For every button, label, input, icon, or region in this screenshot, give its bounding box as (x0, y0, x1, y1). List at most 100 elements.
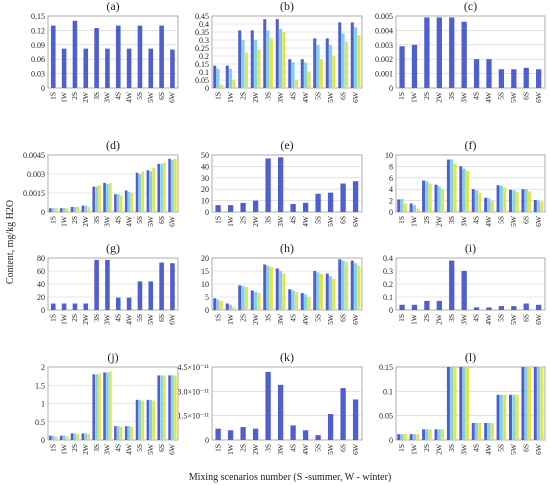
panel-a-y-tick-label: 0.06 (31, 55, 45, 64)
panel-h-bar-6W-blue (350, 260, 354, 310)
panel-d-title: (d) (106, 138, 120, 152)
panel-j-y-tick-label: 1 (41, 400, 45, 409)
panel-g-bar-5W-blue (148, 281, 154, 310)
panel-e-bar-2W-blue (252, 200, 259, 212)
panel-j-bar-1W-blue (59, 435, 63, 440)
panel-d-bar-1W-yellow (65, 208, 69, 212)
panel-b-x-tick-label: 5W (326, 91, 335, 103)
panel-a-bar-5S-blue (137, 25, 143, 89)
panel-d-bar-5W-blue (146, 170, 150, 212)
panel-f-x-tick-label: 5W (509, 215, 518, 227)
panel-a-y-tick-label: 0.09 (31, 41, 45, 50)
panel-c-bar-5S-blue (498, 69, 505, 88)
panel-j-bar-1W-cyan (62, 435, 66, 440)
panel-e-y-tick-label: 30 (201, 174, 209, 183)
panel-f-bar-6W-cyan (537, 200, 541, 212)
panel-d-bar-5S-blue (135, 172, 139, 212)
panel-h-x-tick-label: 4S (288, 314, 297, 322)
panel-g-title: (g) (106, 241, 120, 255)
panel-g-y-tick-label: 60 (37, 267, 45, 276)
panel-l-bar-3W-yellow (465, 367, 469, 440)
panel-d-x-tick-label: 5S (135, 216, 144, 224)
panel-d-x-tick-label: 5W (146, 215, 155, 227)
panel-l-y-tick-label: 0.05 (379, 412, 393, 421)
panel-b-bar-1W-cyan (229, 68, 233, 88)
panel-h-bar-2S-cyan (241, 286, 245, 310)
panel-c-y-tick-label: 0.004 (375, 26, 393, 35)
panel-l-bar-1W-blue (409, 434, 413, 440)
panel-i-title: (i) (465, 241, 476, 255)
panel-l-bar-6W-blue (533, 367, 537, 440)
panel-d-x-tick-label: 3W (103, 215, 112, 227)
panel-h-bar-2W-yellow (257, 293, 261, 310)
panel-a-y-tick-label: 0.03 (31, 70, 45, 79)
panel-h-bar-5W-cyan (329, 276, 333, 310)
panel-a-bar-6W-blue (170, 49, 175, 88)
panel-b-bar-1W-blue (225, 65, 229, 88)
panel-d-bar-6W-yellow (174, 158, 177, 212)
panel-b-x-tick-label: 5S (313, 92, 322, 100)
panel-i-x-tick-label: 6S (521, 314, 530, 322)
panel-f-title: (f) (465, 138, 477, 152)
panel-a-bar-4W-blue (126, 48, 132, 88)
panel-d-bar-2W-cyan (84, 205, 88, 212)
panel-b-x-tick-label: 4W (301, 91, 310, 103)
panel-h-title: (h) (280, 241, 294, 255)
panel-g-bar-6W-blue (170, 263, 175, 310)
panel-j-x-tick-label: 4W (124, 443, 133, 455)
panel-j-bar-2W-yellow (87, 434, 90, 440)
panel-i-x-tick-label: 2S (422, 314, 431, 322)
panel-l-bar-5W-yellow (515, 394, 519, 440)
panel-j-bar-1S-yellow (54, 436, 58, 440)
panel-f-x-tick-label: 4W (484, 215, 493, 227)
panel-j-bar-4S-cyan (116, 426, 120, 440)
panel-i-x-tick-label: 1S (397, 314, 406, 322)
panel-a-x-tick-label: 3S (92, 92, 101, 100)
panel-a-x-tick-label: 6S (157, 92, 166, 100)
panel-b-x-tick-label: 2S (238, 92, 247, 100)
panel-b-y-tick-label: 0.1 (199, 68, 209, 77)
panel-h-bar-1W-blue (225, 303, 229, 310)
panel-i-bar-4S-blue (473, 307, 480, 310)
panel-k-frame (211, 366, 363, 441)
panel-d-bar-1S-yellow (54, 208, 58, 212)
panel-j-x-tick-label: 4S (113, 444, 122, 452)
panel-c-x-tick-label: 3S (447, 92, 456, 100)
panel-f-x-tick-label: 3S (447, 216, 456, 224)
panel-b-bar-6S-cyan (341, 33, 345, 88)
x-axis-label: Mixing scenarios number (S -summer, W - … (189, 472, 392, 483)
panel-b-bar-2S-yellow (244, 52, 248, 88)
panel-b-bar-3S-yellow (269, 38, 273, 88)
panel-g-y-tick-label: 40 (37, 280, 45, 289)
panel-f-x-tick-label: 1S (397, 216, 406, 224)
panel-j-bar-4W-cyan (127, 426, 131, 440)
panel-b-x-tick-label: 4S (288, 92, 297, 100)
panel-g-bar-5S-blue (137, 281, 143, 310)
panel-l-bar-5W-blue (508, 394, 513, 440)
panel-g-x-tick-label: 4S (113, 314, 122, 322)
panel-b-bar-2W-cyan (254, 40, 258, 88)
panel-f-bar-6W-yellow (540, 201, 544, 212)
panel-k-y-tick-label: 0 (205, 436, 209, 445)
panel-j-bar-1W-yellow (65, 436, 69, 440)
panel-e-y-tick-label: 20 (201, 185, 209, 194)
panel-b-y-tick-label: 0 (205, 84, 209, 93)
panel-i-bar-4W-blue (486, 307, 492, 310)
panel-l-x-tick-label: 5S (497, 444, 506, 452)
panel-j-title: (j) (107, 350, 118, 364)
panel-e-x-tick-label: 6S (338, 216, 347, 224)
panel-b-bar-6S-blue (338, 22, 342, 88)
panel-c-bar-1W-blue (411, 44, 418, 88)
panel-f-bar-6W-blue (533, 200, 537, 212)
panel-j-bar-4W-yellow (130, 426, 134, 440)
panel-j-x-tick-label: 1W (59, 443, 68, 455)
panel-d-bar-4S-blue (114, 194, 117, 212)
panel-h-bar-3W-yellow (282, 273, 286, 310)
panel-b-y-tick-label: 0.45 (195, 12, 209, 21)
panel-c-x-tick-label: 5S (497, 92, 506, 100)
panel-j-bar-1S-cyan (51, 435, 55, 440)
panel-c-y-tick-label: 0.001 (375, 70, 393, 79)
panel-d-y-tick-label: 0.0045 (23, 151, 45, 160)
panel-f-x-tick-label: 1W (410, 215, 419, 227)
panel-c-x-tick-label: 3W (459, 91, 468, 103)
